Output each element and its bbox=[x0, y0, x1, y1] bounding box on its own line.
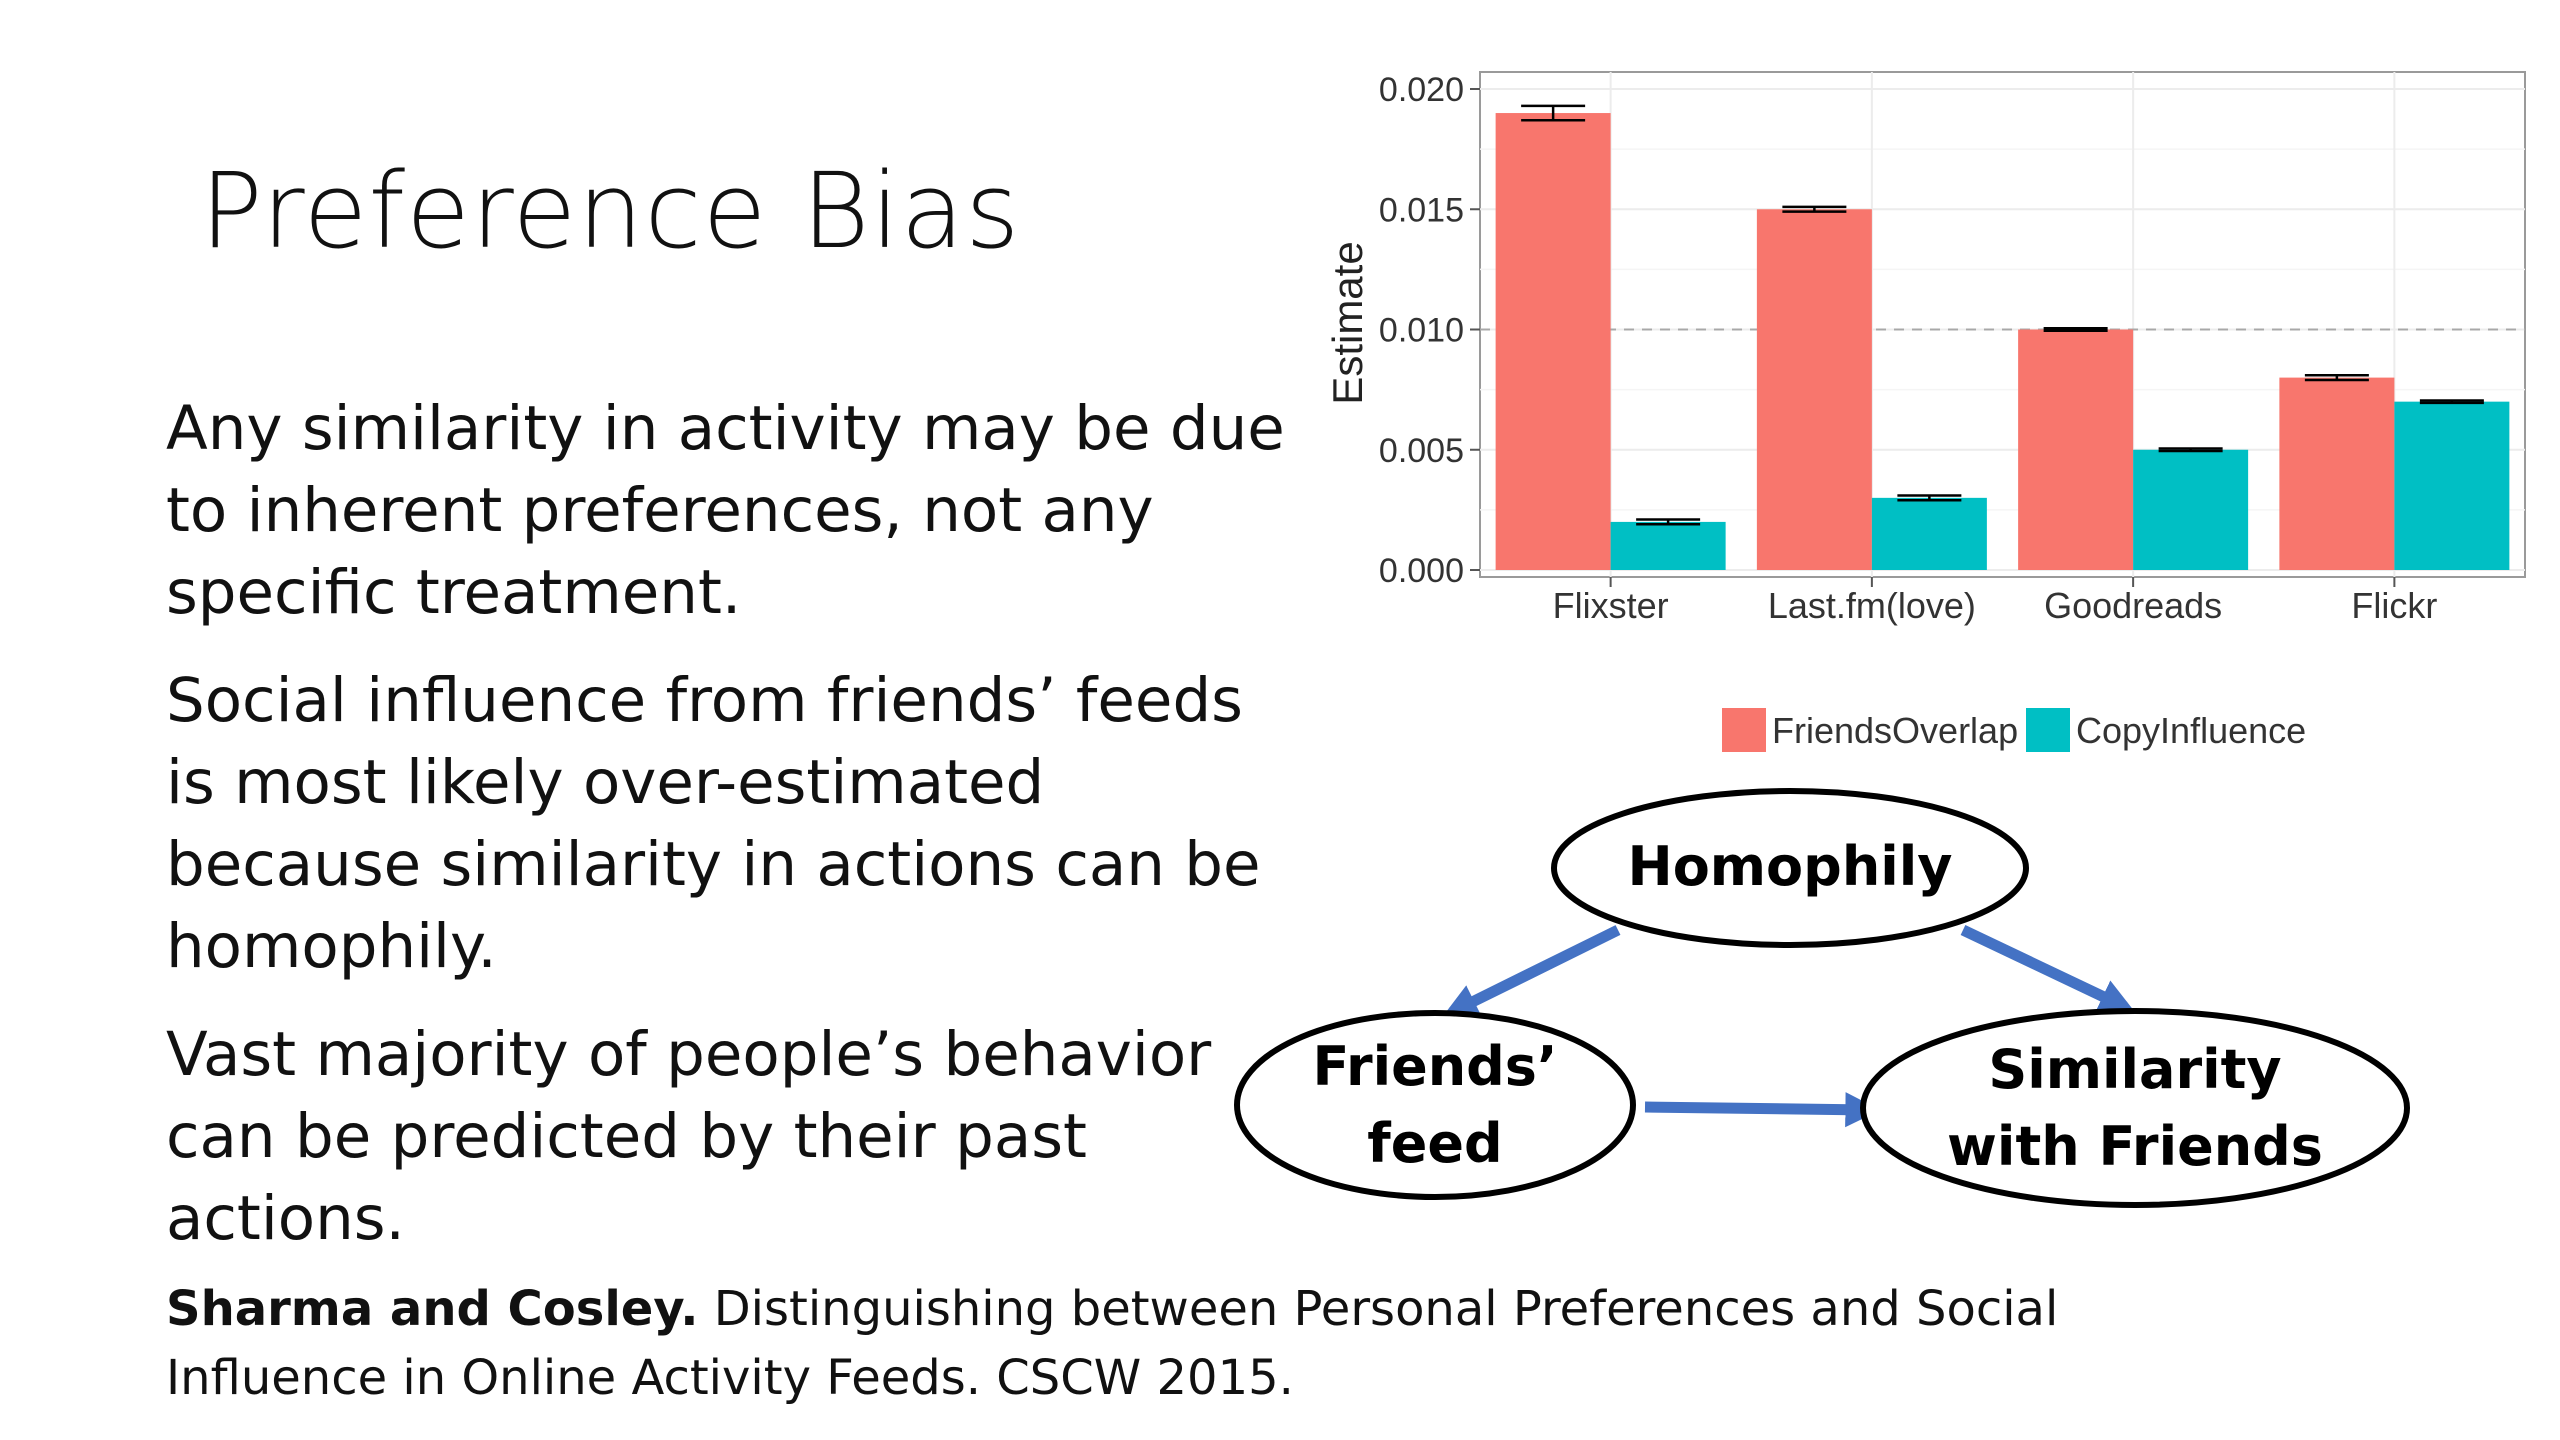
node-homophily bbox=[1551, 788, 2029, 948]
bar bbox=[1871, 497, 1987, 570]
arrow-homophily-to-similarity bbox=[1960, 925, 2135, 1013]
node-friends-feed bbox=[1234, 1010, 1636, 1200]
citation: Sharma and Cosley. Distinguishing betwee… bbox=[166, 1275, 2066, 1413]
y-tick-label: 0.000 bbox=[1379, 552, 1464, 590]
y-axis-label: Estimate bbox=[1324, 241, 1371, 404]
node-similarity-label: with Friends bbox=[1947, 1115, 2323, 1178]
x-tick-label: Flickr bbox=[2351, 585, 2437, 626]
arrow-feed-to-similarity bbox=[1644, 1092, 1881, 1128]
bar bbox=[1756, 209, 1872, 570]
bullet-item: Vast majority of people’s behavior can b… bbox=[166, 1019, 1212, 1254]
node-similarity-label: Similarity bbox=[1988, 1038, 2281, 1101]
node-friends-feed-label: Friends’ bbox=[1313, 1035, 1558, 1098]
x-axis-ticks: Flixster Last.fm(love) Goodreads Flickr bbox=[1553, 577, 2437, 626]
node-friends-feed-label: feed bbox=[1367, 1112, 1502, 1175]
y-tick-label: 0.005 bbox=[1379, 432, 1464, 470]
x-tick-label: Goodreads bbox=[2044, 585, 2222, 626]
bullet-item: Any similarity in activity may be due to… bbox=[166, 393, 1285, 628]
legend-swatch bbox=[2026, 708, 2070, 752]
bar-chart: 0.000 0.005 0.010 0.015 0.020 Flixster Last.f… bbox=[1324, 71, 2526, 752]
x-tick-label: Flixster bbox=[1553, 585, 1669, 626]
bar bbox=[2279, 377, 2395, 570]
node-similarity bbox=[1860, 1008, 2410, 1208]
causal-diagram: Homophily Friends’ feed Similarity with … bbox=[1234, 788, 2410, 1208]
legend-label: FriendsOverlap bbox=[1772, 710, 2018, 751]
citation-text: Distinguishing between Personal Preferen… bbox=[166, 1281, 2059, 1406]
y-tick-label: 0.015 bbox=[1379, 191, 1464, 229]
y-axis-ticks: 0.000 0.005 0.010 0.015 0.020 bbox=[1379, 71, 1480, 590]
y-tick-label: 0.010 bbox=[1379, 312, 1464, 350]
bullet-item: Social influence from friends’ feeds is … bbox=[166, 665, 1261, 982]
legend-label: CopyInfluence bbox=[2076, 710, 2306, 751]
bar bbox=[2018, 329, 2134, 570]
node-homophily-label: Homophily bbox=[1628, 835, 1953, 898]
legend: FriendsOverlap CopyInfluence bbox=[1722, 708, 2306, 752]
bar bbox=[2394, 401, 2510, 570]
arrow-homophily-to-feed bbox=[1442, 925, 1621, 1017]
legend-swatch bbox=[1722, 708, 1766, 752]
citation-authors: Sharma and Cosley. bbox=[166, 1281, 699, 1337]
x-tick-label: Last.fm(love) bbox=[1768, 585, 1976, 626]
bars bbox=[1495, 104, 2510, 571]
bar bbox=[1495, 113, 1611, 571]
y-tick-label: 0.020 bbox=[1379, 71, 1464, 109]
bar bbox=[2133, 449, 2249, 570]
bar bbox=[1610, 521, 1726, 570]
bullet-list: Any similarity in activity may be due to… bbox=[166, 388, 1296, 1286]
slide-title: Preference Bias bbox=[200, 150, 1021, 272]
